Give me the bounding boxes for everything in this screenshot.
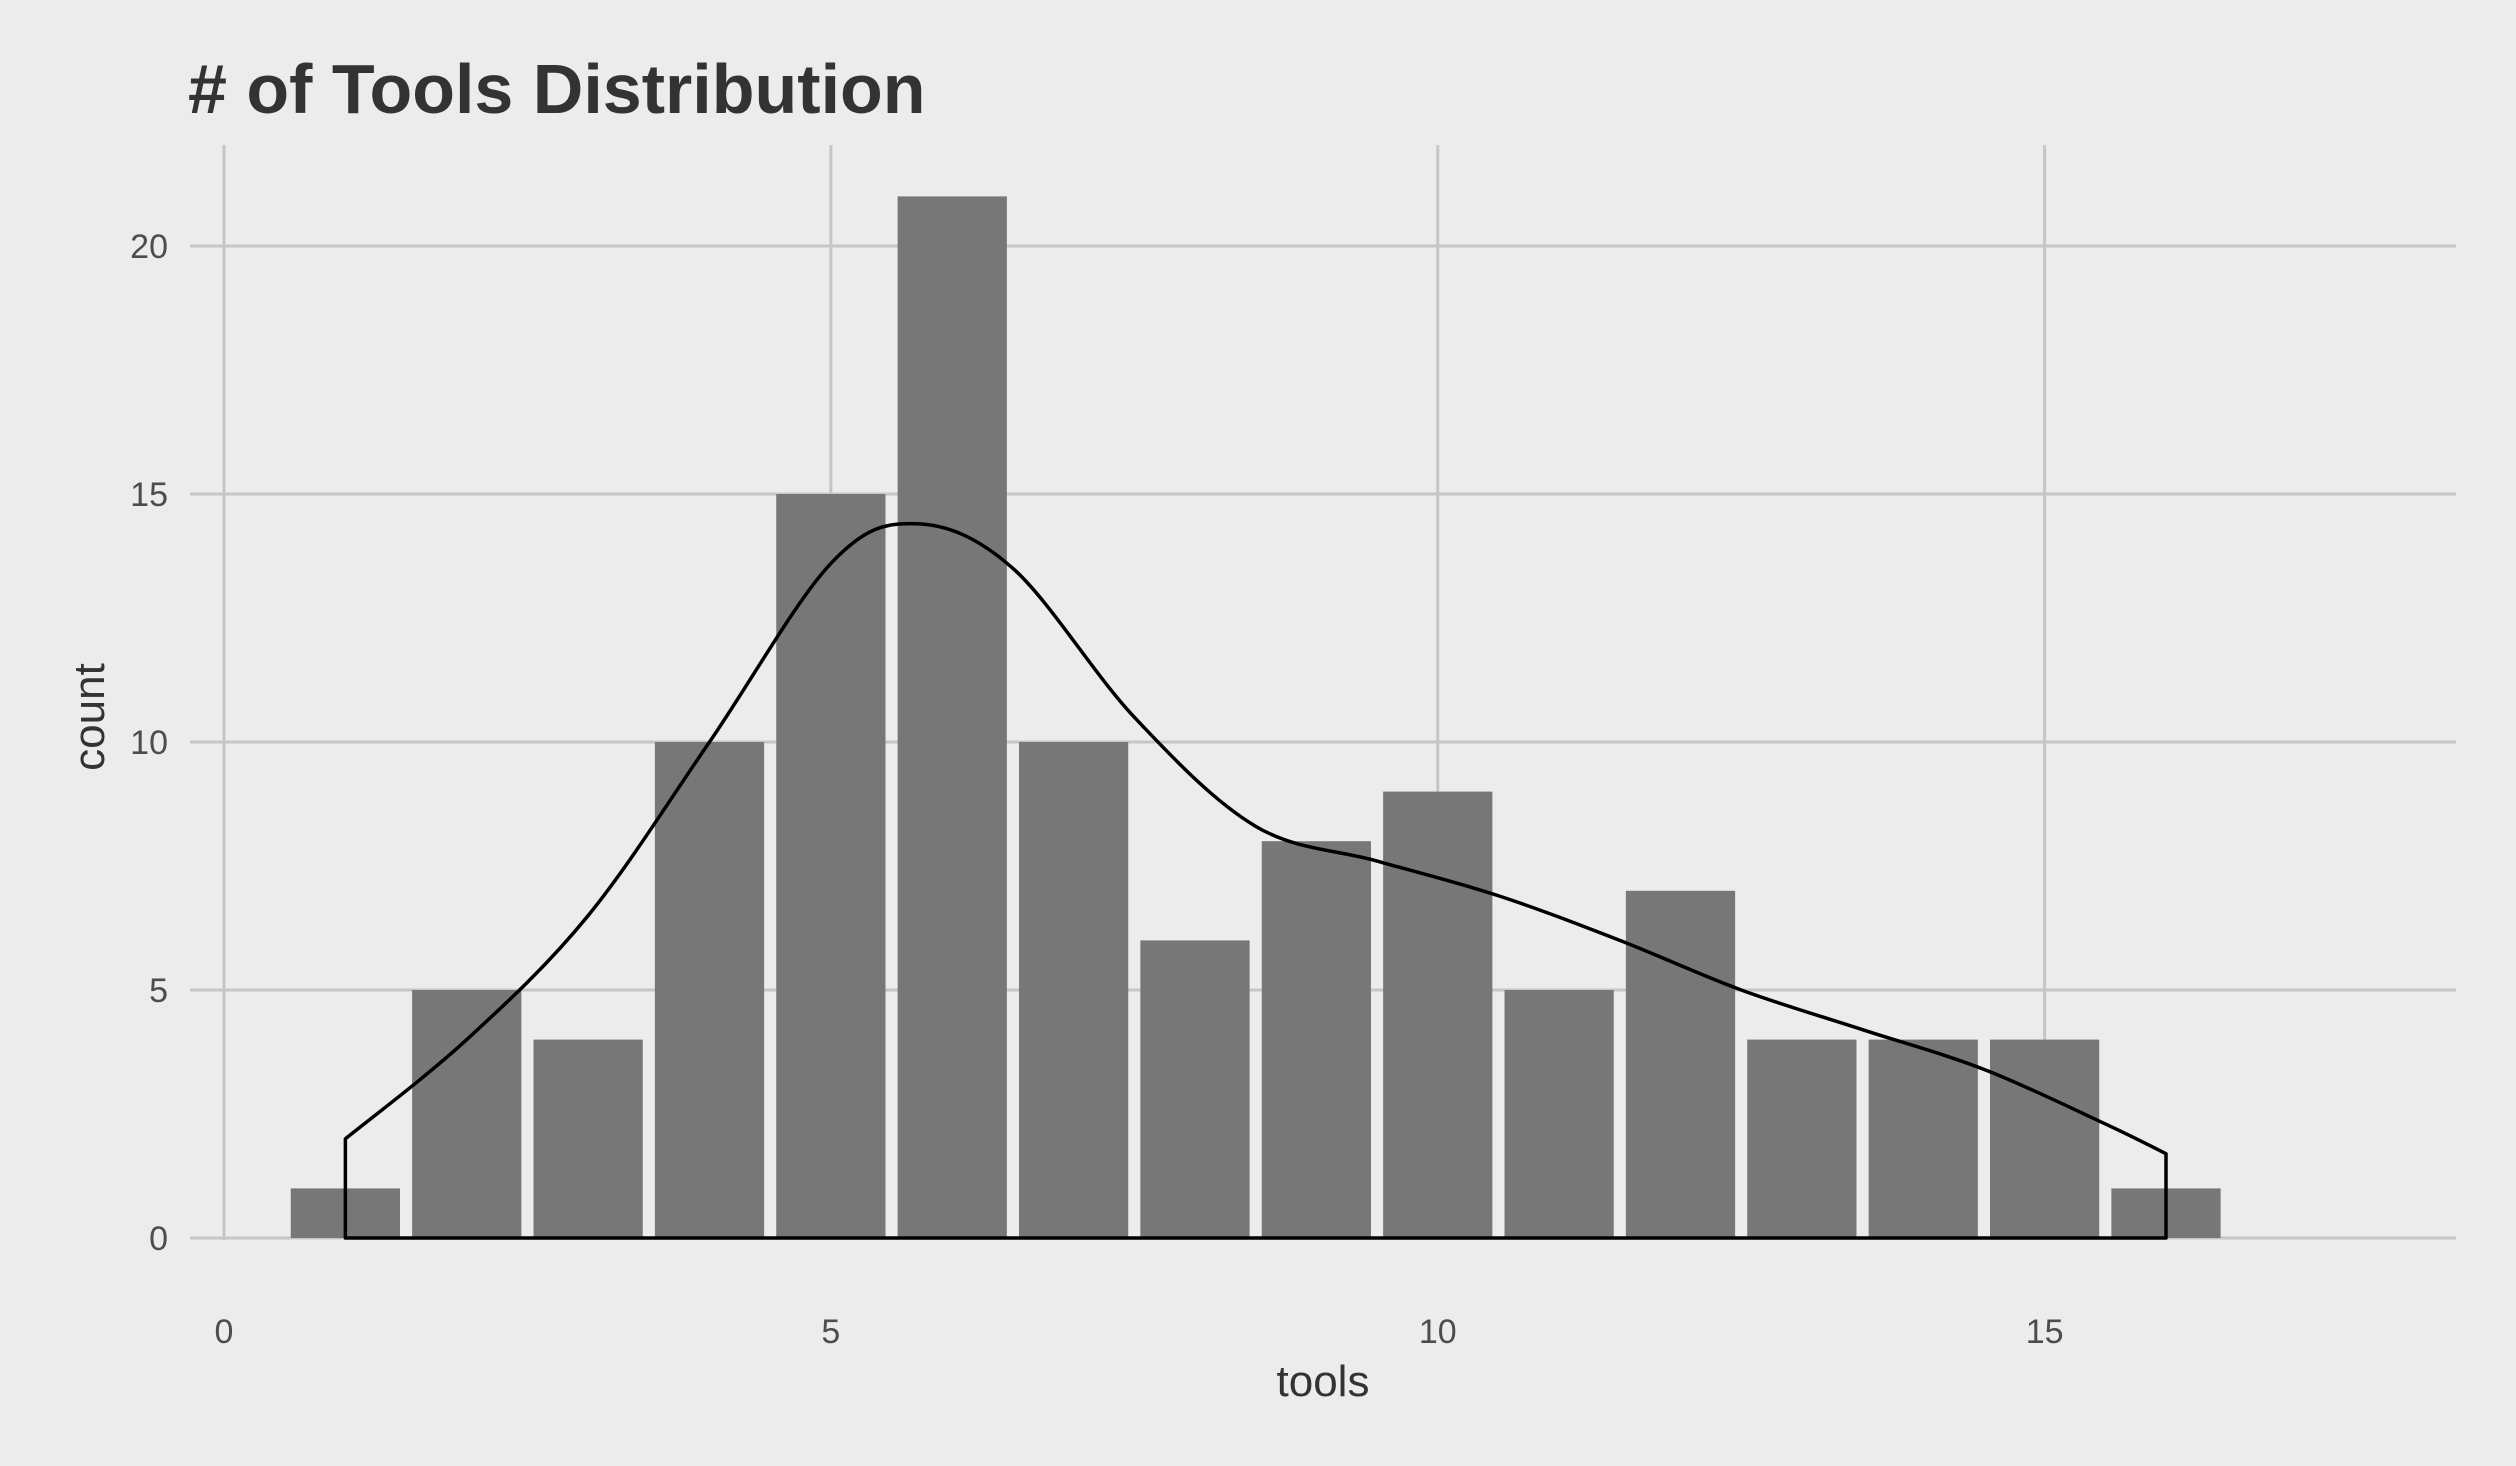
bar xyxy=(1747,1039,1857,1238)
density-curve xyxy=(343,521,2168,1240)
bar-layer xyxy=(290,196,2221,1238)
bar xyxy=(1383,791,1493,1238)
tick-layer: 0 5 10 15 0 5 10 15 20 xyxy=(130,228,2063,1351)
bar xyxy=(776,494,886,1238)
density-layer xyxy=(343,521,2168,1240)
bar xyxy=(533,1039,643,1238)
bar xyxy=(412,990,522,1238)
x-tick-label: 5 xyxy=(821,1313,840,1351)
bar xyxy=(1990,1039,2100,1238)
x-axis-title: tools xyxy=(1277,1357,1370,1406)
y-tick-label: 20 xyxy=(130,228,168,266)
bar xyxy=(1625,890,1736,1238)
bar xyxy=(1019,742,1129,1238)
y-tick-label: 15 xyxy=(130,476,168,514)
x-tick-label: 10 xyxy=(1419,1313,1457,1351)
y-axis-title: count xyxy=(65,663,114,771)
bar xyxy=(1868,1039,1978,1238)
bar xyxy=(1261,841,1371,1238)
bar xyxy=(897,196,1007,1238)
chart-title: # of Tools Distribution xyxy=(188,50,926,128)
y-tick-label: 0 xyxy=(149,1220,168,1258)
y-tick-label: 5 xyxy=(149,972,168,1010)
y-tick-label: 10 xyxy=(130,724,168,762)
x-tick-label: 0 xyxy=(215,1313,234,1351)
x-tick-label: 15 xyxy=(2026,1313,2064,1351)
bar xyxy=(1504,990,1614,1238)
bar xyxy=(1140,940,1250,1238)
bar xyxy=(654,742,765,1238)
